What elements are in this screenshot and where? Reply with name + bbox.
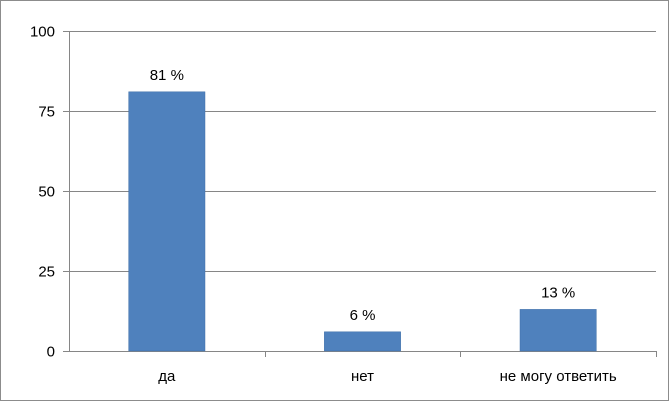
category-label-1: нет — [351, 368, 374, 385]
bars — [128, 91, 597, 352]
y-tick-label-100: 100 — [30, 24, 55, 41]
data-label-0: 81 % — [150, 67, 184, 84]
y-tick-label-25: 25 — [38, 264, 55, 281]
bar-0 — [128, 91, 206, 352]
category-label-2: не могу ответить — [500, 368, 617, 385]
category-label-0: да — [158, 368, 176, 385]
y-tick-label-0: 0 — [47, 344, 55, 361]
axes — [63, 31, 657, 357]
y-tick-label-75: 75 — [38, 104, 55, 121]
data-label-2: 13 % — [541, 284, 575, 301]
labels: 0 25 50 75 100 81 % да 6 % нет 13 % не могу ответи… — [30, 24, 617, 386]
bar-1 — [324, 331, 401, 352]
y-tick-label-50: 50 — [38, 184, 55, 201]
bar-2 — [519, 309, 597, 352]
data-label-1: 6 % — [350, 307, 376, 324]
